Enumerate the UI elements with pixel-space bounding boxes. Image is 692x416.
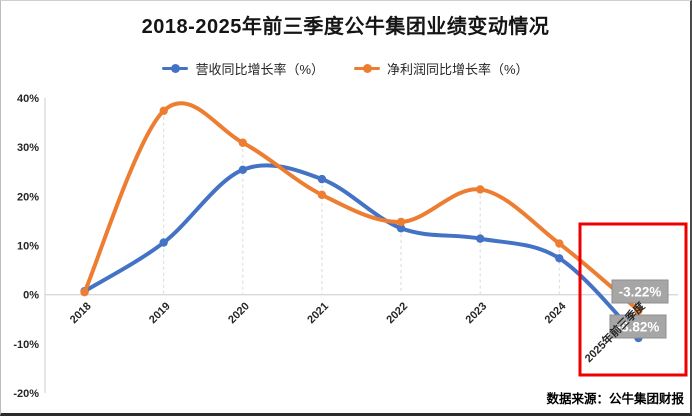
y-tick-label: 30%	[17, 142, 39, 154]
revenue-point-2024	[555, 254, 564, 263]
x-tick-label-2021: 2021	[305, 300, 331, 326]
y-tick-label: 0%	[23, 290, 39, 302]
y-tick-label: -10%	[13, 339, 39, 351]
revenue-data-label-box	[609, 314, 667, 339]
net-profit-data-label: -3.22%	[619, 285, 662, 300]
net-profit-data-label-box	[611, 279, 669, 304]
highlight-box	[578, 222, 688, 377]
net-profit-point-2023	[475, 185, 485, 194]
revenue-data-label: -8.82%	[617, 320, 660, 335]
revenue-point-2023	[475, 234, 485, 243]
y-tick-label: 40%	[17, 93, 39, 105]
net-profit-point-2022	[396, 217, 406, 227]
net-profit-point-2024	[555, 239, 564, 248]
net-profit-point-2025年前三季度	[634, 306, 643, 315]
y-tick-label: -20%	[13, 388, 39, 400]
x-tick-label-2019: 2019	[147, 300, 173, 326]
x-tick-label-2018: 2018	[68, 300, 94, 326]
data-source-note: 数据来源：公牛集团财报	[546, 392, 684, 406]
revenue-line-marker-icon	[162, 64, 189, 73]
y-tick-label: 10%	[17, 241, 39, 253]
x-tick-label-2020: 2020	[226, 300, 252, 326]
net-profit-point-2020	[238, 138, 248, 147]
chart-legend: 营收同比增长率（%） 净利润同比增长率（%）	[1, 59, 690, 78]
revenue-point-2022	[396, 224, 406, 233]
chart-title: 2018-2025年前三季度公牛集团业绩变动情况	[141, 16, 550, 38]
x-tick-label-2023: 2023	[464, 300, 490, 326]
net-profit-point-2019	[159, 106, 168, 115]
net-profit-line-marker-icon	[354, 64, 380, 73]
x-tick-label-2024: 2024	[543, 300, 569, 326]
revenue-point-2020	[238, 165, 248, 174]
legend-item-net-profit: 净利润同比增长率（%）	[354, 59, 529, 78]
legend-label-revenue: 营收同比增长率（%）	[195, 62, 324, 77]
revenue-point-2019	[159, 238, 168, 247]
y-tick-label: 20%	[17, 191, 39, 203]
net-profit-point-2021	[317, 190, 327, 200]
net-profit-point-2018	[80, 288, 89, 297]
revenue-point-2021	[317, 174, 327, 184]
legend-item-revenue: 营收同比增长率（%）	[162, 59, 324, 78]
net-profit-line	[82, 101, 641, 313]
x-tick-label-2022: 2022	[384, 300, 410, 326]
legend-label-net-profit: 净利润同比增长率（%）	[387, 62, 529, 77]
